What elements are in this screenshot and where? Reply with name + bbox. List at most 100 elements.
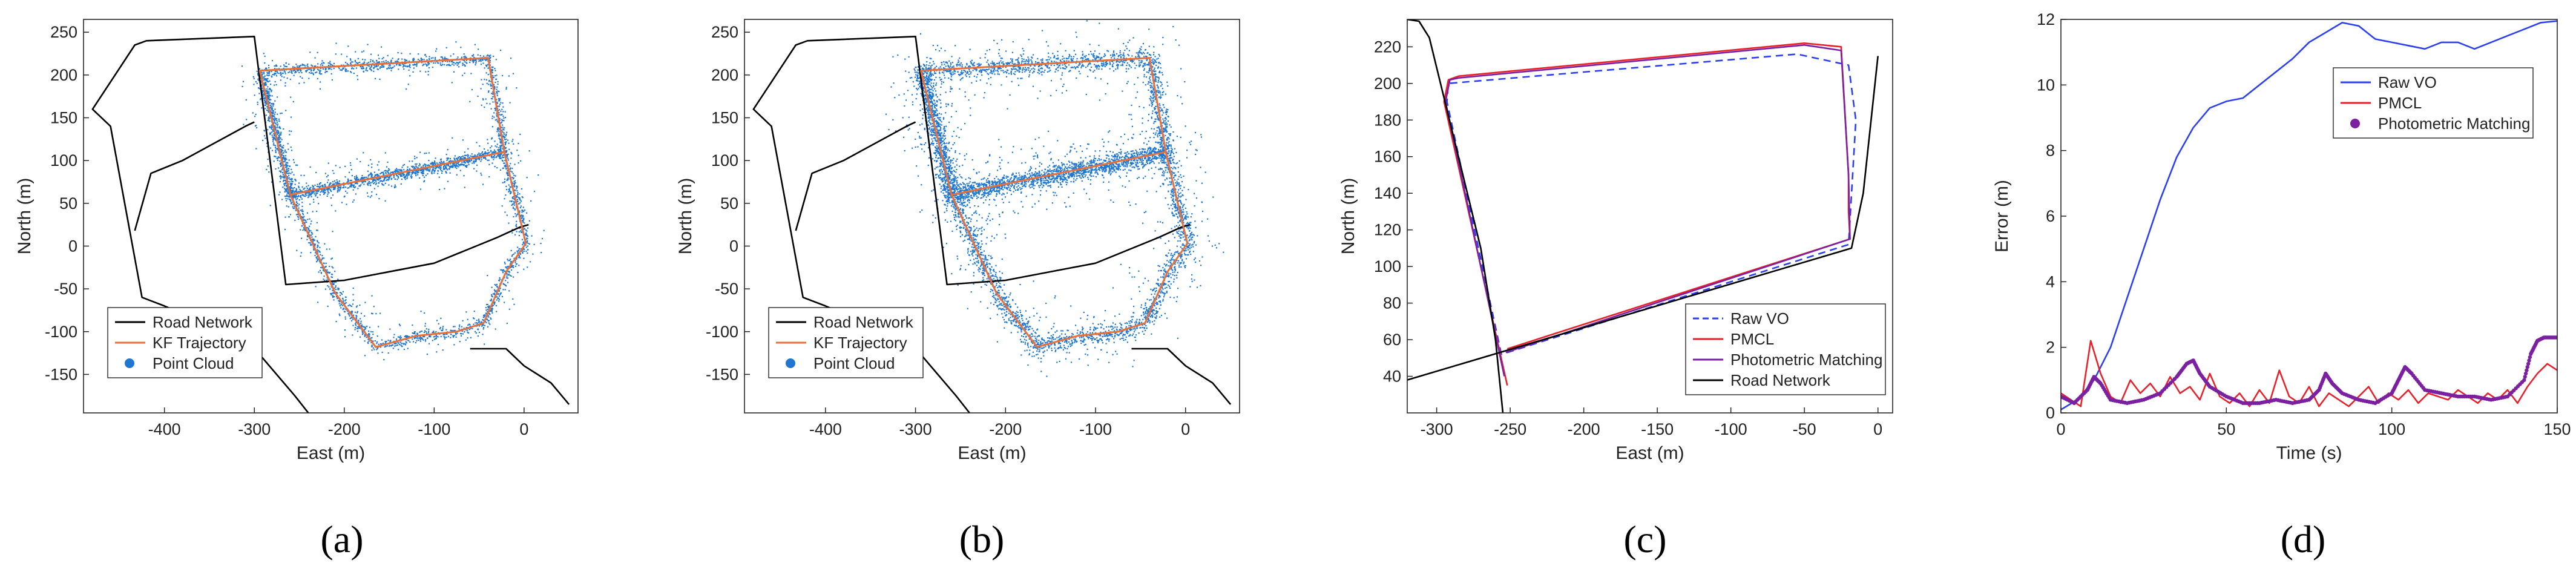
y-tick-label: 140 (1374, 184, 1401, 202)
y-tick-label: -150 (706, 365, 738, 383)
x-tick-label: -150 (1641, 420, 1674, 438)
series-raw-vo-0 (2061, 20, 2557, 410)
y-tick-label: 180 (1374, 111, 1401, 129)
legend-entry: Photometric Matching (1730, 351, 1882, 369)
legend: Raw VO PMCL Photometric Matching Road Netwo… (1685, 303, 1886, 395)
x-tick-label: -200 (989, 420, 1022, 438)
x-tick-label: -100 (1715, 420, 1747, 438)
y-tick-label: 150 (50, 109, 77, 127)
x-tick-label: 150 (2543, 420, 2571, 438)
legend-entry: Raw VO (2378, 73, 2437, 91)
series-kf-trajectory-3 (258, 57, 527, 348)
series-road-network-4 (1407, 56, 1879, 381)
y-tick-label: 6 (2046, 207, 2055, 225)
x-tick-label: 0 (519, 420, 528, 438)
legend-entry: Point Cloud (813, 354, 895, 372)
y-tick-label: 200 (50, 66, 77, 84)
legend-entry: KF Trajectory (153, 334, 246, 352)
legend-entry: PMCL (2378, 94, 2422, 112)
series-photometric-matching-2 (1444, 44, 1851, 377)
series-road-network-1 (795, 121, 916, 231)
y-axis-label: North (m) (675, 178, 695, 255)
legend-marker (125, 358, 134, 368)
axes-frame (83, 19, 579, 414)
x-tick-label: -200 (328, 420, 361, 438)
y-axis-label: North (m) (1338, 178, 1358, 255)
y-tick-label: 100 (711, 151, 738, 170)
legend-entry: Road Network (1730, 371, 1831, 389)
legend-entry: Raw VO (1730, 309, 1789, 328)
y-axis-label: North (m) (15, 178, 34, 255)
series-road-network-2 (1131, 348, 1232, 405)
x-tick-label: -300 (899, 420, 932, 438)
y-tick-label: 250 (711, 23, 738, 41)
y-axis-label: Error (m) (1992, 180, 2012, 252)
y-tick-label: -100 (45, 323, 77, 341)
plot-area (91, 35, 570, 413)
y-tick-label: 4 (2046, 272, 2055, 291)
y-tick-label: 250 (50, 23, 77, 41)
x-axis-label: Time (s) (2276, 443, 2342, 463)
x-tick-label: 0 (1181, 420, 1190, 438)
x-tick-label: -100 (1079, 420, 1112, 438)
y-tick-label: 80 (1383, 294, 1401, 312)
x-tick-label: -400 (148, 420, 181, 438)
y-tick-label: -150 (45, 365, 77, 383)
panel-c: -300 -250 -200 -150 -100 -50 0 40 60 80 100 120 140 1… (1338, 19, 1893, 561)
x-tick-label: -200 (1568, 420, 1600, 438)
series-road-network-1 (134, 121, 255, 231)
y-tick-label: 50 (59, 194, 77, 213)
plot-area (752, 20, 1232, 413)
legend: Road Network KF Trajectory Point Cloud (768, 307, 924, 378)
x-tick-label: -300 (1421, 420, 1453, 438)
caption-a: (a) (320, 518, 363, 561)
plot-area (2061, 20, 2557, 410)
x-tick-label: -250 (1494, 420, 1526, 438)
y-tick-label: -100 (706, 323, 738, 341)
y-tick-label: 0 (68, 237, 77, 255)
x-axis-label: East (m) (958, 443, 1026, 463)
y-tick-label: 8 (2046, 142, 2055, 160)
axes-frame (744, 19, 1240, 414)
legend-entry: Road Network (153, 313, 253, 331)
y-tick-label: 100 (50, 151, 77, 170)
panel-b: -400 -300 -200 -100 0 -150 -100 -50 0 50 100 150 200… (675, 19, 1240, 561)
y-tick-label: 10 (2037, 76, 2055, 94)
panel-a: -400 -300 -200 -100 0 -150 -100 -50 0 50 100 150 200… (15, 19, 579, 561)
y-tick-label: -50 (54, 280, 77, 298)
series-photometric-matching (2061, 335, 2557, 405)
x-tick-label: -300 (238, 420, 271, 438)
panel-d: 0 50 100 150 0 2 4 6 8 10 12 Time (s) Error (m) Raw V… (1992, 10, 2571, 561)
x-tick-label: -400 (809, 420, 842, 438)
y-tick-label: 0 (729, 237, 738, 255)
series-road-network-3 (1407, 19, 1504, 413)
x-tick-label: -50 (1793, 420, 1816, 438)
x-tick-label: 0 (1873, 420, 1882, 438)
x-tick-label: 50 (2217, 420, 2235, 438)
x-tick-label: 100 (2378, 420, 2405, 438)
y-tick-label: 50 (720, 194, 738, 213)
y-tick-label: 220 (1374, 38, 1401, 56)
y-tick-label: 200 (1374, 74, 1401, 93)
y-tick-label: 160 (1374, 148, 1401, 166)
x-tick-label: 0 (2056, 420, 2065, 438)
caption-b: (b) (959, 518, 1005, 561)
y-tick-label: -50 (715, 280, 738, 298)
legend-entry: KF Trajectory (813, 334, 907, 352)
y-tick-label: 100 (1374, 257, 1401, 275)
plot-area (1407, 19, 1879, 413)
legend-marker (2350, 119, 2360, 128)
y-tick-label: 12 (2037, 10, 2055, 28)
caption-d: (d) (2281, 518, 2326, 561)
y-tick-label: 0 (2046, 404, 2055, 422)
series-pmcl-1 (2061, 340, 2557, 407)
y-tick-label: 60 (1383, 331, 1401, 349)
legend: Road Network KF Trajectory Point Cloud (107, 307, 263, 378)
legend-entry: Photometric Matching (2378, 114, 2530, 133)
x-tick-label: -100 (418, 420, 450, 438)
caption-c: (c) (1623, 518, 1666, 561)
series-kf-trajectory-3 (920, 57, 1189, 348)
legend-entry: PMCL (1730, 330, 1774, 348)
x-axis-label: East (m) (297, 443, 365, 463)
